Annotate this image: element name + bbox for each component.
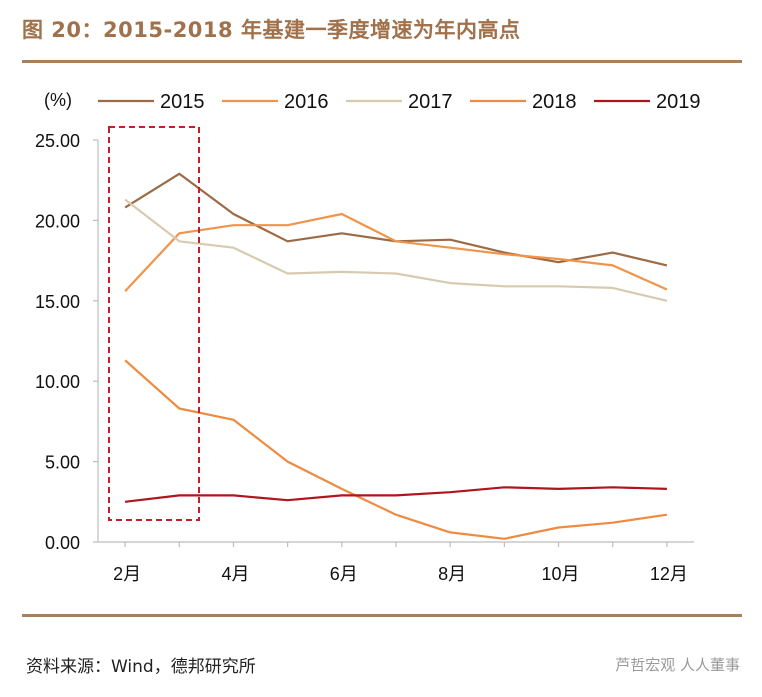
- x-tick-label: 4月: [221, 564, 249, 584]
- series-line-2017: [124, 198, 668, 302]
- bottom-divider: [22, 614, 742, 617]
- legend-label-2017: 2017: [408, 91, 453, 113]
- series-line-2016: [124, 212, 668, 292]
- y-tick-label: 10.00: [35, 372, 80, 392]
- legend-label-2016: 2016: [284, 91, 329, 113]
- highlight-box: [108, 126, 200, 521]
- x-tick-label: 12月: [650, 564, 688, 584]
- y-axis-unit: (%): [44, 90, 72, 110]
- series-line-2015: [124, 172, 668, 267]
- legend-label-2015: 2015: [160, 91, 205, 113]
- y-tick-label: 15.00: [35, 292, 80, 312]
- x-tick-label: 2月: [113, 564, 141, 584]
- source-note: 资料来源：Wind，德邦研究所: [26, 657, 256, 677]
- x-tick-label: 6月: [330, 564, 358, 584]
- x-tick-label: 8月: [438, 564, 466, 584]
- legend-label-2019: 2019: [656, 91, 701, 113]
- top-divider: [22, 60, 742, 63]
- series-line-2018: [124, 359, 668, 540]
- x-tick-label: 10月: [542, 564, 580, 584]
- y-tick-label: 25.00: [35, 131, 80, 151]
- y-tick-label: 5.00: [45, 453, 80, 473]
- watermark: 芦哲宏观 人人董事: [615, 656, 740, 674]
- series-line-2019: [124, 486, 667, 503]
- chart-title: 图 20：2015-2018 年基建一季度增速为年内高点: [22, 18, 521, 42]
- y-tick-label: 20.00: [35, 211, 80, 231]
- y-tick-label: 0.00: [45, 533, 80, 553]
- legend-label-2018: 2018: [532, 91, 577, 113]
- line-chart: 0.00 5.00 10.00 15.00 20.00 25.00 (%) 2月 4月 6月 8月 1…: [35, 90, 701, 584]
